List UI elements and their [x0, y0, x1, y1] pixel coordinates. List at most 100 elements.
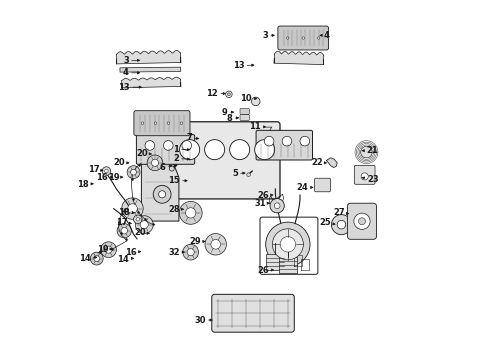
Text: 22: 22 — [311, 158, 326, 167]
Text: 15: 15 — [168, 176, 187, 185]
Text: 3: 3 — [263, 31, 274, 40]
Circle shape — [264, 136, 274, 146]
Text: 8: 8 — [227, 114, 239, 123]
Circle shape — [105, 246, 112, 253]
Circle shape — [159, 191, 166, 198]
Text: 4: 4 — [123, 68, 140, 77]
Text: 9: 9 — [222, 108, 234, 117]
FancyBboxPatch shape — [136, 135, 195, 164]
Text: 27: 27 — [333, 208, 348, 217]
Circle shape — [134, 215, 142, 224]
Polygon shape — [120, 67, 181, 72]
Circle shape — [318, 37, 320, 39]
Text: 30: 30 — [194, 315, 212, 324]
Circle shape — [154, 122, 157, 125]
Polygon shape — [122, 77, 181, 88]
Text: 20: 20 — [136, 149, 151, 158]
Text: 10: 10 — [240, 94, 257, 103]
Text: 23: 23 — [362, 175, 379, 184]
Text: 19: 19 — [108, 173, 123, 182]
Text: 11: 11 — [249, 122, 266, 131]
Circle shape — [135, 216, 153, 234]
Text: 3: 3 — [123, 56, 140, 65]
Circle shape — [361, 147, 372, 158]
Text: 13: 13 — [119, 83, 142, 92]
Text: 16: 16 — [125, 248, 141, 257]
Circle shape — [361, 173, 368, 180]
Circle shape — [94, 256, 99, 261]
FancyBboxPatch shape — [134, 111, 190, 136]
Circle shape — [331, 215, 351, 235]
Circle shape — [167, 122, 170, 125]
Circle shape — [274, 203, 280, 208]
FancyBboxPatch shape — [212, 294, 294, 332]
Text: 4: 4 — [320, 31, 329, 40]
Circle shape — [180, 140, 199, 159]
Text: 20: 20 — [114, 158, 129, 167]
Circle shape — [255, 140, 275, 159]
Circle shape — [282, 136, 292, 146]
Circle shape — [141, 122, 144, 125]
Circle shape — [337, 220, 346, 229]
Circle shape — [164, 141, 173, 150]
FancyBboxPatch shape — [354, 165, 375, 184]
Circle shape — [128, 204, 137, 213]
Circle shape — [122, 198, 143, 219]
Circle shape — [354, 213, 370, 229]
Text: 21: 21 — [362, 146, 378, 155]
Text: 13: 13 — [233, 61, 254, 70]
Text: 26: 26 — [258, 266, 273, 275]
Circle shape — [182, 141, 192, 150]
Circle shape — [136, 217, 140, 221]
Circle shape — [180, 122, 183, 125]
Text: 28: 28 — [169, 205, 184, 214]
Text: 1: 1 — [173, 145, 190, 154]
Text: 20: 20 — [134, 228, 149, 237]
Circle shape — [266, 222, 310, 266]
FancyBboxPatch shape — [347, 203, 376, 239]
Circle shape — [169, 166, 174, 171]
FancyBboxPatch shape — [240, 114, 249, 120]
Text: 25: 25 — [319, 219, 335, 228]
FancyBboxPatch shape — [174, 122, 280, 199]
Text: 7: 7 — [186, 133, 198, 142]
Circle shape — [247, 173, 250, 176]
Text: 32: 32 — [169, 248, 184, 257]
Text: 18: 18 — [77, 180, 93, 189]
Text: 14: 14 — [79, 254, 97, 263]
Circle shape — [140, 221, 148, 229]
Polygon shape — [267, 254, 284, 270]
Text: 29: 29 — [190, 237, 205, 246]
Circle shape — [117, 224, 131, 238]
Circle shape — [230, 140, 249, 159]
Circle shape — [251, 97, 260, 106]
Circle shape — [90, 252, 103, 265]
Text: 14: 14 — [117, 255, 134, 264]
Text: 26: 26 — [258, 190, 273, 199]
Circle shape — [179, 202, 202, 224]
Text: 24: 24 — [297, 183, 313, 192]
Circle shape — [211, 239, 220, 249]
Circle shape — [147, 155, 163, 171]
Polygon shape — [279, 257, 297, 273]
Circle shape — [227, 93, 230, 96]
Text: 6: 6 — [160, 163, 172, 172]
Circle shape — [102, 167, 111, 175]
FancyBboxPatch shape — [315, 178, 330, 192]
Text: 18: 18 — [119, 208, 134, 217]
Text: 19: 19 — [97, 245, 112, 254]
Polygon shape — [116, 50, 181, 64]
Circle shape — [186, 208, 196, 218]
FancyBboxPatch shape — [240, 109, 249, 114]
Circle shape — [280, 237, 295, 252]
Polygon shape — [326, 158, 337, 167]
Text: 17: 17 — [116, 219, 131, 228]
Circle shape — [187, 249, 194, 256]
Circle shape — [359, 218, 366, 225]
Text: 12: 12 — [206, 89, 225, 98]
Text: 2: 2 — [173, 154, 190, 163]
Circle shape — [151, 159, 159, 166]
Circle shape — [100, 242, 117, 257]
Circle shape — [302, 37, 304, 39]
Text: 17: 17 — [88, 165, 103, 174]
